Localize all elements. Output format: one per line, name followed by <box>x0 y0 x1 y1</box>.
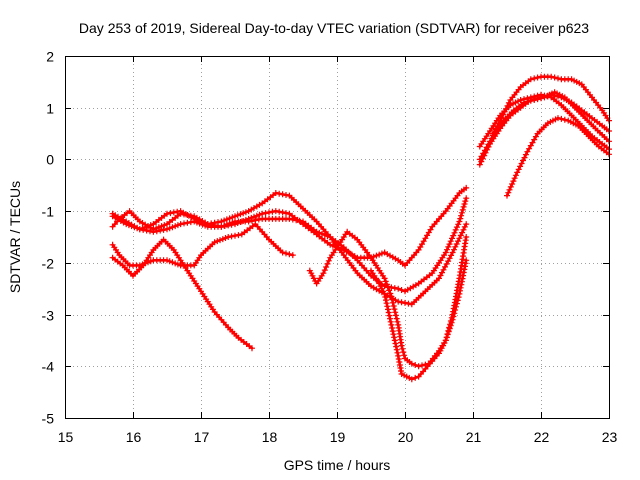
x-tick-label: 20 <box>398 429 414 445</box>
plus-markers <box>476 91 612 153</box>
gridlines <box>65 56 609 418</box>
series-arc-5 <box>109 236 255 352</box>
series-arc-10 <box>476 73 612 163</box>
series-arc-11 <box>504 115 612 199</box>
y-tick-label: -4 <box>42 359 55 375</box>
series-arc-7 <box>368 257 470 383</box>
x-tick-label: 17 <box>194 429 210 445</box>
x-tick-label: 22 <box>534 429 550 445</box>
series-arc-12 <box>490 89 612 145</box>
y-tick-label: 2 <box>46 49 54 65</box>
plus-markers <box>109 221 296 269</box>
y-tick-label: 0 <box>46 152 54 168</box>
x-tick-label: 23 <box>602 429 618 445</box>
plus-markers <box>490 89 612 145</box>
x-tick-label: 16 <box>126 429 142 445</box>
plus-markers <box>109 190 470 308</box>
x-tick-label: 18 <box>262 429 278 445</box>
x-tick-label: 19 <box>330 429 346 445</box>
x-tick-label: 21 <box>466 429 482 445</box>
y-tick-label: -1 <box>42 204 55 220</box>
x-axis-label: GPS time / hours <box>284 457 391 473</box>
y-tick-label: -3 <box>42 308 55 324</box>
plus-markers <box>368 257 470 383</box>
y-tick-label: -5 <box>42 411 55 427</box>
y-axis-label: SDTVAR / TECUs <box>7 181 23 293</box>
series-arc-4 <box>109 221 296 269</box>
plus-markers <box>109 236 255 352</box>
x-tick-label: 15 <box>58 429 74 445</box>
chart-title: Day 253 of 2019, Sidereal Day-to-day VTE… <box>79 20 589 36</box>
series-arc-3 <box>109 190 470 308</box>
plus-markers <box>504 115 612 199</box>
plus-markers <box>476 73 612 163</box>
y-tick-label: -2 <box>42 256 55 272</box>
y-tick-label: 1 <box>46 101 54 117</box>
data-series <box>109 73 612 383</box>
